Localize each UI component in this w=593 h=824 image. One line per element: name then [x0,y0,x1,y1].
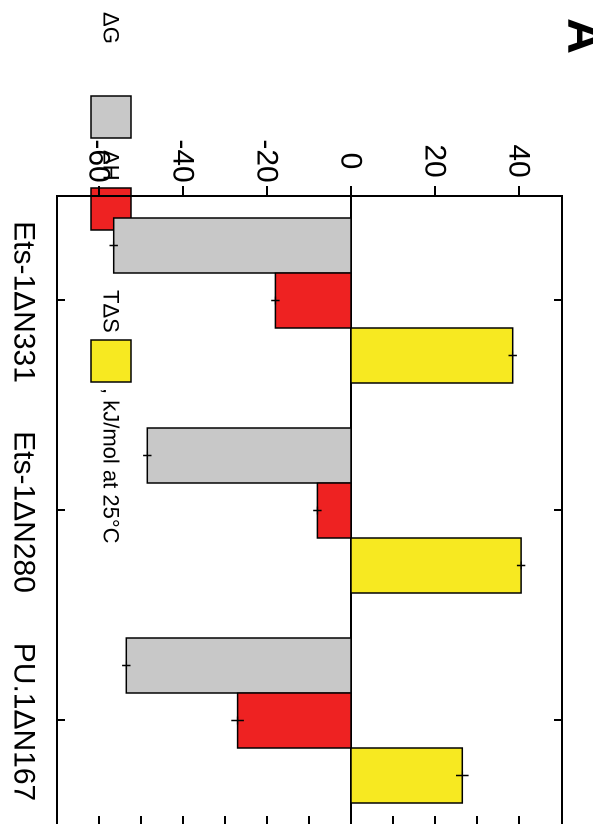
bar [146,427,352,484]
value-tick-label: -60 [83,139,116,182]
category-label: Ets-1ΔN280 [8,431,41,593]
legend: ΔG ΔH TΔS , kJ/mol at 25°C [90,12,132,544]
value-tick-label: 0 [335,153,368,170]
bar [350,537,522,594]
value-tick-label: 40 [503,144,536,177]
value-tick-label: 20 [419,144,452,177]
legend-swatch [90,95,132,139]
bar [316,482,352,539]
panel-label: A [557,18,593,54]
value-tick-label: -40 [167,139,200,182]
legend-label: TΔS [99,290,124,333]
legend-swatch [90,339,132,383]
plot-area: -60 -40 -20 0 20 40 Ets-1ΔN331 Ets-1ΔN280 PU.1ΔN… [8,139,563,824]
bar [112,217,352,274]
category-label: PU.1ΔN167 [8,643,41,801]
bar [125,637,352,694]
bar [236,692,352,749]
category-label: Ets-1ΔN331 [8,221,41,383]
bar [350,327,514,384]
legend-label: ΔG [99,12,124,44]
value-tick-label: -20 [251,139,284,182]
bar [350,747,464,804]
legend-units: , kJ/mol at 25°C [99,388,124,544]
legend-label: ΔH [99,150,124,181]
bar [274,272,352,329]
